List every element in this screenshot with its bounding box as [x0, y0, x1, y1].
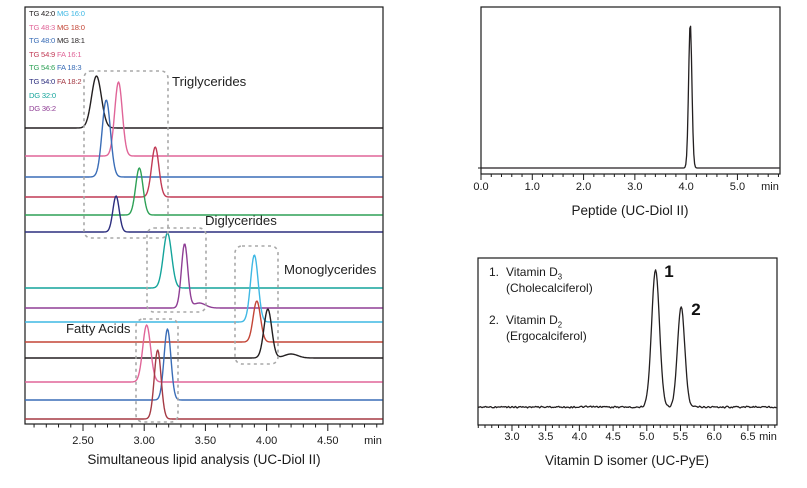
- traces-vitamin-d-isomer: [478, 269, 777, 409]
- peptide-axis-unit: min: [761, 181, 779, 193]
- trace-mg-18-1: [25, 308, 383, 359]
- peak-label-2: 2: [691, 300, 701, 319]
- traces-peptide: [481, 25, 780, 169]
- legend-item-tg-54-6: TG 54:6: [29, 63, 56, 73]
- x-axis-ticks-peptide: [478, 167, 779, 180]
- monoglycerides-box: [234, 245, 279, 365]
- legend-item-mg-18-0: MG 18:0: [57, 22, 85, 32]
- annotation-triglycerides: Triglycerides: [172, 74, 247, 89]
- legend-item-fa-18-2: FA 18:2: [57, 77, 82, 86]
- fatty-acids-box: [135, 318, 179, 423]
- x-tick-label: 5.0: [639, 431, 655, 443]
- legend-item-mg-16-0: MG 16:0: [57, 9, 85, 18]
- trace-fa-18-2: [25, 349, 383, 420]
- x-tick-label: 3.50: [194, 435, 217, 447]
- trace-tg-54-0: [25, 195, 383, 233]
- legend-text: Vitamin D2 (Ergocalciferol): [506, 313, 587, 344]
- x-tick-label: 6.0: [706, 431, 722, 443]
- peak-label-1: 1: [664, 262, 674, 281]
- legend-number: 1.: [489, 265, 500, 279]
- x-tick-label: 5.5: [672, 431, 689, 443]
- trace-tg-54-9: [25, 146, 383, 198]
- lipid-chart-title: Simultaneous lipid analysis (UC-Diol II): [87, 452, 321, 467]
- legend-item-fa-16-1: FA 16:1: [57, 49, 82, 59]
- trace-tg-54-6: [25, 167, 383, 216]
- annotation-fatty-acids: Fatty Acids: [66, 321, 131, 336]
- trace-fa-18-3: [25, 328, 383, 401]
- vitamin-d-chart-title: Vitamin D isomer (UC-PyE): [544, 453, 710, 468]
- legend-item-vitamin-d2: 2. Vitamin D2 (Ergocalciferol): [489, 313, 587, 343]
- legend-item-dg-36-2: DG 36:2: [29, 104, 56, 114]
- x-axis-ticks-vitamin-d-isomer: [477, 425, 776, 431]
- legend-item-tg-54-0: TG 54:0: [29, 77, 56, 86]
- x-tick-label: 4.5: [605, 431, 621, 443]
- x-tick-label: 0.0: [473, 181, 489, 193]
- x-tick-label: 6.5: [740, 431, 756, 443]
- x-tick-label: 5.0: [729, 181, 746, 193]
- lipid-axis-unit: min: [364, 435, 382, 447]
- trace-peptide: [481, 25, 780, 169]
- x-tick-label: 4.0: [678, 181, 694, 193]
- trace-mg-16-0: [25, 254, 383, 323]
- x-tick-label: 4.0: [571, 431, 587, 443]
- peptide-chart-title: Peptide (UC-Diol II): [571, 203, 689, 218]
- trace-mg-18-0: [25, 300, 383, 343]
- plot-frame-peptide: [480, 6, 781, 175]
- legend-text: Vitamin D3 (Cholecalciferol): [506, 265, 593, 296]
- trace-dg-36-2: [25, 243, 383, 309]
- plot-frame-vitamin-d-isomer: [477, 257, 778, 426]
- traces-lipid-analysis: [25, 75, 383, 420]
- trace-tg-48-3: [25, 81, 383, 157]
- legend-item-fa-18-3: FA 18:3: [57, 63, 82, 73]
- legend-item-tg-48-0: TG 48:0: [29, 36, 56, 46]
- legend-number: 2.: [489, 313, 500, 327]
- legend-item-tg-42-0: TG 42:0: [29, 9, 56, 18]
- x-tick-label: 2.0: [575, 181, 592, 193]
- trace-fa-16-1: [25, 324, 383, 383]
- legend-item-dg-32-0: DG 32:0: [29, 90, 56, 100]
- vitamin-d-axis-unit: min: [759, 431, 777, 443]
- annotation-monoglycerides: Monoglycerides: [284, 262, 377, 277]
- x-tick-label: 3.5: [538, 431, 554, 443]
- x-tick-label: 3.0: [627, 181, 643, 193]
- legend-item-mg-18-1: MG 18:1: [57, 36, 85, 46]
- trace-dg-32-0: [25, 232, 383, 289]
- x-tick-label: 3.00: [133, 435, 155, 447]
- x-tick-label: 2.50: [72, 435, 94, 447]
- annotation-diglycerides: Diglycerides: [205, 213, 277, 228]
- x-tick-label: 4.00: [255, 435, 278, 447]
- x-tick-label: 4.50: [317, 435, 339, 447]
- trace-vitamin-d-isomers: [478, 269, 777, 409]
- x-tick-label: 3.0: [504, 431, 520, 443]
- triglycerides-box: [83, 70, 169, 239]
- x-axis-ticks-lipid-analysis: [33, 424, 378, 431]
- trace-tg-48-0: [25, 99, 383, 178]
- legend-item-tg-54-9: TG 54:9: [29, 49, 56, 59]
- legend-item-tg-48-3: TG 48:3: [29, 22, 56, 32]
- diglycerides-box: [146, 227, 207, 313]
- legend-item-vitamin-d3: 1. Vitamin D3 (Cholecalciferol): [489, 265, 593, 295]
- x-tick-label: 1.0: [524, 181, 540, 193]
